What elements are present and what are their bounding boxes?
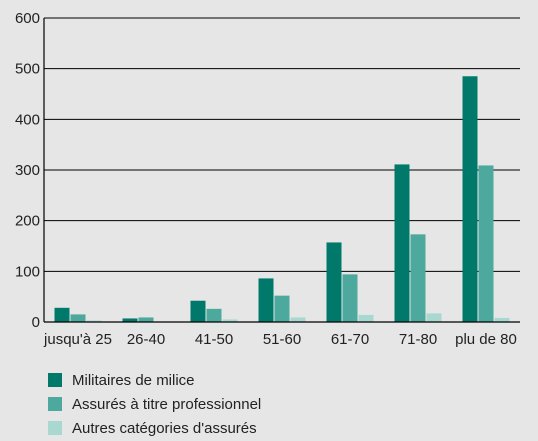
bar-chart: 0 100 200 300 400 500 600 jusqu'à 25 26-40 41-50… — [15, 10, 520, 348]
bar — [342, 274, 358, 322]
bar — [358, 314, 374, 322]
bar — [462, 76, 478, 323]
y-tick-label: 500 — [15, 61, 40, 78]
x-tick-label: 51-60 — [263, 331, 301, 348]
bar — [258, 278, 274, 322]
x-tick-label: 71-80 — [399, 331, 437, 348]
x-tick-label: 41-50 — [195, 331, 233, 348]
bar — [138, 317, 154, 322]
legend-swatch — [48, 397, 62, 411]
bar — [122, 318, 138, 322]
legend-swatch — [48, 421, 62, 435]
bar — [206, 308, 222, 322]
legend-item-autres: Autres catégories d'assurés — [48, 416, 261, 440]
legend-label: Autres catégories d'assurés — [72, 419, 257, 437]
bar — [190, 300, 206, 322]
legend: Militaires de milice Assurés à titre pro… — [48, 368, 261, 440]
y-tick-label: 0 — [32, 314, 40, 331]
y-tick-label: 200 — [15, 213, 40, 230]
legend-label: Militaires de milice — [72, 371, 195, 389]
legend-item-militaires: Militaires de milice — [48, 368, 261, 392]
legend-swatch — [48, 373, 62, 387]
x-tick-label: 61-70 — [331, 331, 369, 348]
bars — [54, 76, 510, 323]
legend-item-professionnel: Assurés à titre professionnel — [48, 392, 261, 416]
y-tick-label: 600 — [15, 10, 40, 27]
bar — [86, 320, 102, 322]
legend-label: Assurés à titre professionnel — [72, 395, 262, 413]
y-tick-label: 400 — [15, 111, 40, 128]
bar — [274, 295, 290, 322]
bar — [222, 319, 238, 322]
x-tick-label: plu de 80 — [455, 331, 517, 348]
bar — [290, 317, 306, 322]
y-axis-ticks: 0 100 200 300 400 500 600 — [15, 10, 40, 331]
bar — [494, 317, 510, 322]
bar — [394, 164, 410, 322]
bar — [70, 314, 86, 322]
bar — [478, 165, 494, 322]
gridlines — [44, 17, 520, 272]
x-tick-label: 26-40 — [127, 331, 165, 348]
bar — [410, 234, 426, 322]
bar — [426, 313, 442, 322]
y-tick-label: 300 — [15, 162, 40, 179]
bar — [326, 242, 342, 322]
x-axis-ticks: jusqu'à 25 26-40 41-50 51-60 61-70 71-80 plu d… — [43, 331, 517, 348]
x-tick-label: jusqu'à 25 — [43, 331, 112, 348]
y-tick-label: 100 — [15, 263, 40, 280]
bar — [54, 307, 70, 322]
